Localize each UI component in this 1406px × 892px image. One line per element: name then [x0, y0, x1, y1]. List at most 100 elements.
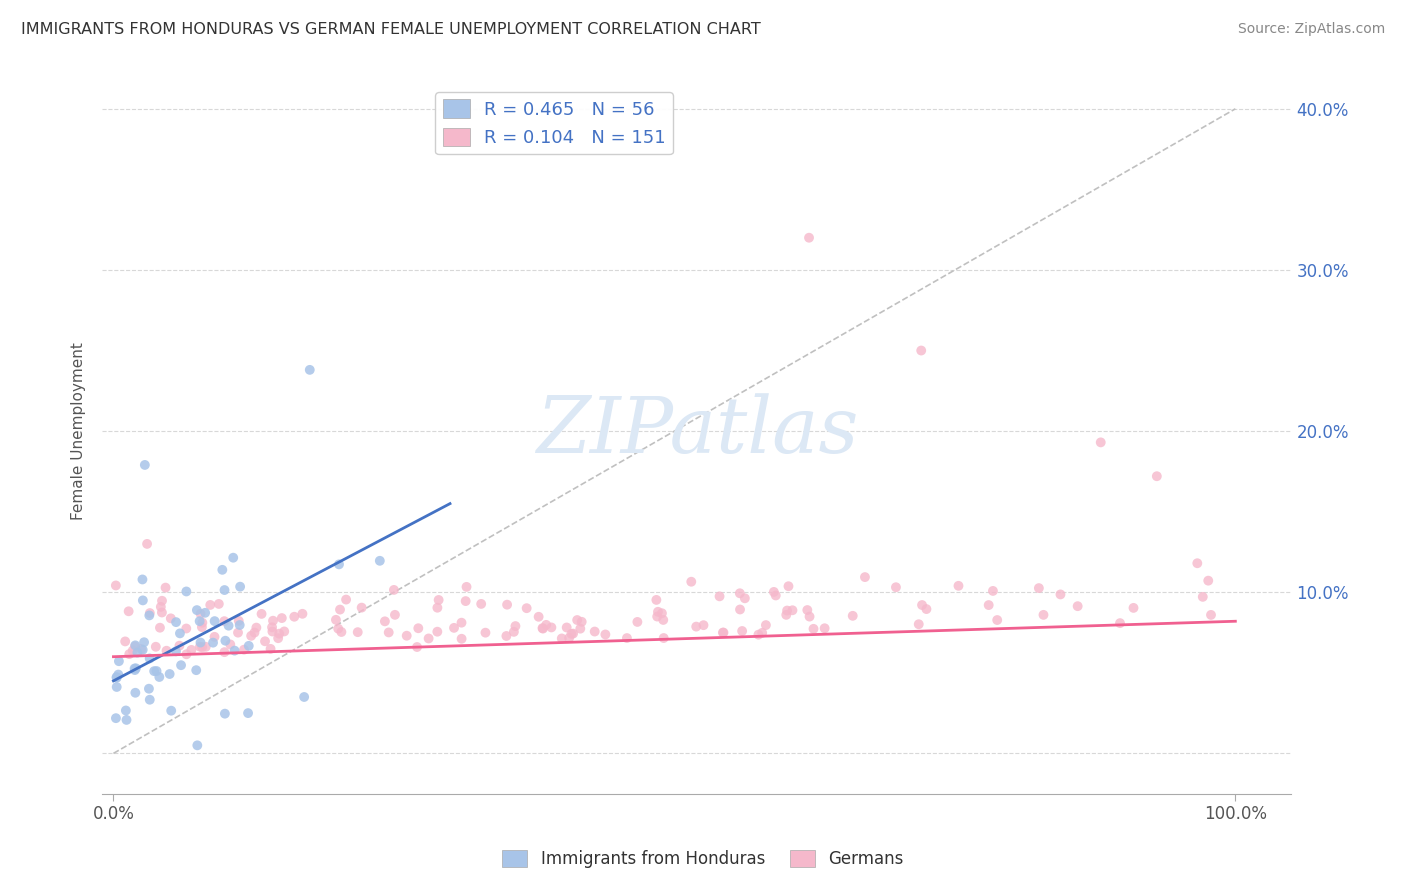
Text: ZIPatlas: ZIPatlas	[536, 393, 858, 469]
Point	[139, 692, 162, 706]
Point	[505, 619, 527, 633]
Point	[915, 602, 938, 616]
Point	[143, 664, 166, 678]
Point	[799, 609, 821, 624]
Point	[977, 598, 1000, 612]
Point	[186, 603, 208, 617]
Point	[418, 632, 440, 646]
Point	[652, 631, 675, 645]
Point	[186, 663, 208, 677]
Point	[551, 632, 574, 646]
Point	[149, 599, 172, 614]
Point	[1090, 435, 1112, 450]
Point	[350, 600, 373, 615]
Point	[796, 603, 818, 617]
Point	[408, 621, 430, 635]
Point	[651, 606, 673, 620]
Point	[214, 582, 236, 597]
Point	[283, 609, 305, 624]
Point	[124, 663, 146, 677]
Text: IMMIGRANTS FROM HONDURAS VS GERMAN FEMALE UNEMPLOYMENT CORRELATION CHART: IMMIGRANTS FROM HONDURAS VS GERMAN FEMAL…	[21, 22, 761, 37]
Text: Source: ZipAtlas.com: Source: ZipAtlas.com	[1237, 22, 1385, 37]
Point	[377, 625, 399, 640]
Point	[190, 607, 212, 621]
Point	[138, 608, 160, 623]
Point	[243, 625, 266, 640]
Point	[797, 231, 820, 245]
Point	[214, 633, 236, 648]
Point	[562, 626, 585, 640]
Point	[194, 640, 217, 654]
Y-axis label: Female Unemployment: Female Unemployment	[72, 343, 86, 520]
Point	[145, 640, 167, 654]
Point	[374, 615, 396, 629]
Point	[1146, 469, 1168, 483]
Point	[560, 627, 582, 641]
Point	[170, 658, 193, 673]
Point	[645, 593, 668, 607]
Point	[734, 591, 756, 606]
Point	[194, 606, 217, 620]
Point	[229, 580, 252, 594]
Point	[269, 626, 291, 640]
Point	[202, 635, 225, 649]
Point	[139, 606, 162, 620]
Point	[395, 629, 418, 643]
Point	[692, 618, 714, 632]
Point	[531, 622, 554, 636]
Point	[125, 661, 148, 675]
Point	[368, 554, 391, 568]
Point	[569, 622, 592, 636]
Point	[188, 614, 211, 628]
Point	[454, 594, 477, 608]
Point	[186, 739, 208, 753]
Point	[105, 671, 128, 685]
Point	[127, 646, 149, 660]
Point	[470, 597, 492, 611]
Point	[384, 607, 406, 622]
Point	[176, 622, 198, 636]
Point	[474, 625, 496, 640]
Point	[190, 635, 212, 649]
Point	[328, 558, 350, 572]
Point	[755, 618, 778, 632]
Point	[540, 620, 562, 634]
Point	[208, 597, 231, 611]
Point	[129, 642, 152, 657]
Point	[260, 620, 283, 634]
Point	[626, 615, 648, 629]
Point	[121, 643, 143, 657]
Point	[105, 670, 128, 684]
Point	[124, 661, 146, 675]
Point	[1199, 607, 1222, 622]
Point	[1049, 587, 1071, 601]
Point	[443, 621, 465, 635]
Point	[204, 630, 226, 644]
Point	[346, 625, 368, 640]
Point	[531, 621, 554, 635]
Point	[270, 611, 292, 625]
Point	[211, 563, 233, 577]
Point	[1191, 590, 1213, 604]
Point	[108, 654, 131, 668]
Point	[907, 617, 929, 632]
Point	[124, 638, 146, 652]
Point	[149, 621, 172, 635]
Point	[1028, 581, 1050, 595]
Point	[148, 670, 170, 684]
Point	[155, 581, 177, 595]
Point	[1032, 607, 1054, 622]
Point	[645, 609, 668, 624]
Point	[534, 618, 557, 632]
Point	[450, 615, 472, 630]
Point	[200, 598, 222, 612]
Point	[751, 625, 773, 640]
Point	[165, 615, 187, 629]
Point	[176, 584, 198, 599]
Point	[218, 618, 240, 632]
Point	[267, 631, 290, 645]
Point	[132, 635, 155, 649]
Point	[762, 585, 785, 599]
Point	[191, 640, 214, 655]
Point	[131, 642, 153, 657]
